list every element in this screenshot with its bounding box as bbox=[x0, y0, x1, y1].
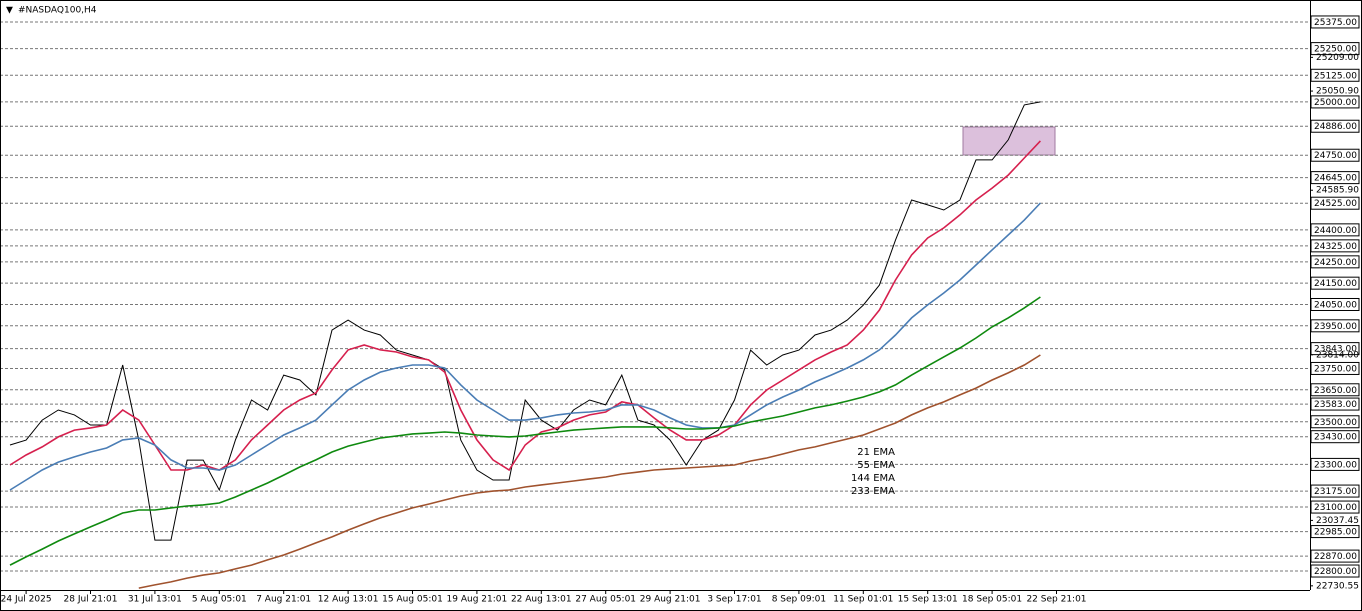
x-tick-label: 29 Aug 21:01 bbox=[640, 595, 701, 605]
legend-label: 55 EMA bbox=[857, 460, 895, 471]
y-tick-label: 23100.00 bbox=[1314, 503, 1357, 513]
legend-label: 233 EMA bbox=[851, 486, 895, 497]
y-tick-box bbox=[1310, 500, 1360, 514]
y-tick-label: 24525.00 bbox=[1314, 199, 1357, 209]
y-tick-label: 25250.00 bbox=[1314, 45, 1357, 55]
y-tick-label: 24250.00 bbox=[1314, 258, 1357, 268]
y-tick-box bbox=[1310, 276, 1360, 290]
y-tick-box bbox=[1310, 95, 1360, 109]
y-tick-label: 24645.00 bbox=[1314, 174, 1357, 184]
x-tick-label: 11 Sep 01:01 bbox=[833, 595, 893, 605]
x-tick-label: 28 Jul 21:01 bbox=[64, 595, 118, 605]
y-tick-label: 23300.00 bbox=[1314, 460, 1357, 470]
x-tick-label: 3 Sep 17:01 bbox=[707, 595, 761, 605]
y-tick-box bbox=[1310, 223, 1360, 237]
y-tick-box bbox=[1310, 255, 1360, 269]
y-tick-box bbox=[1310, 383, 1360, 397]
y-tick-box bbox=[1310, 15, 1360, 29]
y-tick-label: 23843.00 bbox=[1314, 345, 1357, 355]
x-tick-label: 27 Aug 05:01 bbox=[575, 595, 636, 605]
y-tick-box bbox=[1310, 415, 1360, 429]
y-tick-label: 22985.00 bbox=[1314, 528, 1357, 538]
plot bbox=[0, 21, 1310, 589]
y-tick-box bbox=[1310, 42, 1360, 56]
y-tick-box bbox=[1310, 119, 1360, 133]
menu-icon[interactable]: ▼ bbox=[6, 6, 13, 16]
y-tick-box bbox=[1310, 68, 1360, 82]
y-tick-label: 22870.00 bbox=[1314, 552, 1357, 562]
y-tick-label: 25375.00 bbox=[1314, 18, 1357, 28]
ema-line bbox=[138, 354, 1041, 589]
x-tick-label: 7 Aug 21:01 bbox=[256, 595, 311, 605]
chart-title: #NASDAQ100,H4 bbox=[18, 6, 97, 16]
ema-line bbox=[9, 296, 1041, 566]
y-tick-label: 25000.00 bbox=[1314, 98, 1357, 108]
y-tick-label: 23814.00 bbox=[1316, 350, 1359, 360]
x-tick-label: 15 Aug 05:01 bbox=[382, 595, 443, 605]
x-tick-label: 12 Aug 13:01 bbox=[318, 595, 379, 605]
price-line bbox=[9, 101, 1041, 541]
y-tick-label: 23583.00 bbox=[1314, 400, 1357, 410]
y-tick-label: 25125.00 bbox=[1314, 71, 1357, 81]
x-tick-label: 5 Aug 05:01 bbox=[192, 595, 247, 605]
y-tick-box bbox=[1310, 484, 1360, 498]
legend-label: 144 EMA bbox=[851, 473, 895, 484]
y-tick-label: 24400.00 bbox=[1314, 226, 1357, 236]
y-tick-box bbox=[1310, 171, 1360, 185]
y-tick-box bbox=[1310, 148, 1360, 162]
y-tick-box bbox=[1310, 239, 1360, 253]
y-tick-box bbox=[1310, 342, 1360, 356]
x-tick-label: 22 Aug 13:01 bbox=[511, 595, 572, 605]
x-tick-label: 18 Sep 05:01 bbox=[962, 595, 1022, 605]
x-tick-label: 22 Sep 21:01 bbox=[1026, 595, 1086, 605]
y-tick-label: 23037.45 bbox=[1316, 516, 1359, 526]
x-tick-label: 19 Aug 21:01 bbox=[447, 595, 508, 605]
x-tick-label: 24 Jul 2025 bbox=[1, 595, 52, 605]
y-tick-box bbox=[1310, 319, 1360, 333]
y-tick-box bbox=[1310, 457, 1360, 471]
y-tick-box bbox=[1310, 361, 1360, 375]
y-tick-box bbox=[1310, 397, 1360, 411]
y-tick-label: 23430.00 bbox=[1314, 433, 1357, 443]
x-tick-label: 31 Jul 13:01 bbox=[128, 595, 182, 605]
y-tick-label: 23500.00 bbox=[1314, 418, 1357, 428]
y-tick-label: 23950.00 bbox=[1314, 322, 1357, 332]
legend-label: 21 EMA bbox=[857, 447, 895, 458]
x-tick-label: 15 Sep 13:01 bbox=[898, 595, 958, 605]
zone bbox=[962, 126, 1056, 156]
y-tick-label: 24325.00 bbox=[1314, 242, 1357, 252]
y-tick-label: 25209.00 bbox=[1316, 53, 1359, 63]
x-tick-label: 8 Sep 09:01 bbox=[772, 595, 826, 605]
ema-line bbox=[9, 202, 1041, 491]
y-tick-box bbox=[1310, 549, 1360, 563]
ema-line bbox=[9, 140, 1041, 472]
y-tick-label: 23750.00 bbox=[1314, 364, 1357, 374]
y-tick-label: 24886.00 bbox=[1314, 122, 1357, 132]
y-tick-box bbox=[1310, 297, 1360, 311]
y-tick-label: 24050.00 bbox=[1314, 300, 1357, 310]
y-tick-label: 22800.00 bbox=[1314, 567, 1357, 577]
y-tick-box bbox=[1310, 525, 1360, 539]
y-tick-label: 24150.00 bbox=[1314, 279, 1357, 289]
y-tick-label: 22730.55 bbox=[1316, 581, 1359, 591]
y-tick-label: 23175.00 bbox=[1314, 487, 1357, 497]
y-tick-label: 25050.90 bbox=[1316, 87, 1359, 97]
y-tick-box bbox=[1310, 196, 1360, 210]
y-tick-label: 24585.90 bbox=[1316, 186, 1359, 196]
y-tick-label: 24750.00 bbox=[1314, 151, 1357, 161]
y-tick-box bbox=[1310, 430, 1360, 444]
y-tick-label: 23650.00 bbox=[1314, 386, 1357, 396]
y-tick-box bbox=[1310, 564, 1360, 578]
